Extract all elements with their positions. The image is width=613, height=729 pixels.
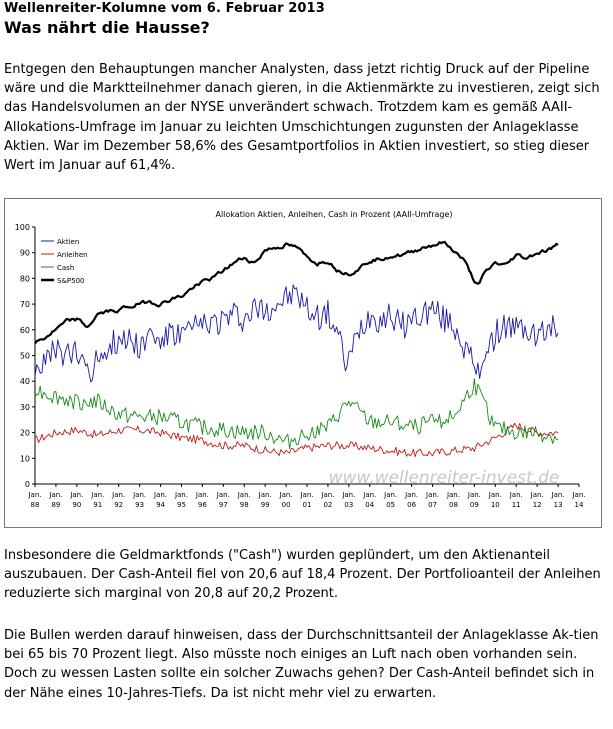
x-tick-label-year: 08 (449, 501, 458, 509)
x-tick-label-year: 89 (51, 501, 60, 509)
x-tick-label-month: Jan. (237, 491, 251, 499)
x-tick-label-month: Jan. (69, 491, 83, 499)
x-tick-label-year: 91 (93, 501, 102, 509)
x-tick-label-month: Jan. (153, 491, 167, 499)
x-tick-label-month: Jan. (174, 491, 188, 499)
x-tick-label-month: Jan. (530, 491, 544, 499)
series-line-anleihen (34, 422, 559, 458)
x-tick-label-month: Jan. (467, 491, 481, 499)
y-tick-label: 70 (20, 300, 30, 309)
x-tick-label-month: Jan. (446, 491, 460, 499)
x-tick-label-month: Jan. (48, 491, 62, 499)
x-tick-label-year: 11 (512, 501, 521, 509)
x-tick-label-year: 00 (282, 501, 291, 509)
x-tick-label-year: 05 (386, 501, 395, 509)
y-tick-label: 20 (20, 429, 30, 438)
x-tick-label-month: Jan. (320, 491, 334, 499)
legend-label: S&P500 (57, 277, 84, 285)
x-tick-label-month: Jan. (404, 491, 418, 499)
x-tick-label-year: 06 (407, 501, 416, 509)
x-tick-label-month: Jan. (279, 491, 293, 499)
allocation-chart: Allokation Aktien, Anleihen, Cash in Pro… (4, 198, 602, 528)
x-tick-label-year: 03 (344, 501, 353, 509)
x-tick-label-year: 94 (156, 501, 165, 509)
x-tick-label-year: 09 (470, 501, 479, 509)
y-tick-label: 90 (20, 249, 30, 258)
x-tick-label-month: Jan. (383, 491, 397, 499)
y-tick-label: 100 (15, 223, 30, 232)
y-tick-label: 50 (20, 352, 30, 361)
x-tick-label-year: 93 (135, 501, 144, 509)
x-tick-label-year: 12 (533, 501, 542, 509)
legend-label: Aktien (57, 238, 79, 246)
series-line-cash (34, 378, 559, 449)
column-header: Wellenreiter-Kolumne vom 6. Februar 2013 (4, 1, 325, 16)
x-tick-label-year: 99 (261, 501, 270, 509)
chart-title: Allokation Aktien, Anleihen, Cash in Pro… (215, 210, 452, 219)
x-tick-label-year: 95 (177, 501, 186, 509)
y-tick-label: 30 (20, 403, 30, 412)
x-tick-label-year: 98 (240, 501, 249, 509)
x-tick-label-month: Jan. (551, 491, 565, 499)
y-tick-label: 60 (20, 326, 30, 335)
x-tick-label-month: Jan. (132, 491, 146, 499)
x-tick-label-month: Jan. (425, 491, 439, 499)
y-tick-label: 10 (20, 454, 30, 463)
x-tick-label-month: Jan. (258, 491, 272, 499)
x-tick-label-month: Jan. (362, 491, 376, 499)
x-tick-label-month: Jan. (216, 491, 230, 499)
x-tick-label-year: 92 (114, 501, 123, 509)
series-line-sp500 (34, 240, 559, 345)
series-line-aktien (34, 284, 559, 383)
x-tick-label-year: 96 (198, 501, 207, 509)
x-tick-label-month: Jan. (90, 491, 104, 499)
x-tick-label-month: Jan. (111, 491, 125, 499)
x-tick-label-year: 01 (303, 501, 312, 509)
x-tick-label-year: 90 (72, 501, 81, 509)
x-tick-label-year: 13 (554, 501, 563, 509)
x-tick-label-month: Jan. (195, 491, 209, 499)
x-tick-label-month: Jan. (27, 491, 41, 499)
x-tick-label-year: 97 (219, 501, 228, 509)
x-tick-label-year: 88 (31, 501, 40, 509)
legend-label: Anleihen (57, 251, 88, 259)
chart-watermark: www.wellenreiter-invest.de (329, 468, 560, 488)
x-tick-label-year: 04 (365, 501, 374, 509)
x-tick-label-month: Jan. (341, 491, 355, 499)
y-tick-label: 40 (20, 377, 30, 386)
article-title: Was nährt die Hausse? (4, 18, 210, 37)
x-tick-label-year: 10 (491, 501, 500, 509)
x-tick-label-year: 07 (428, 501, 437, 509)
legend-label: Cash (57, 264, 74, 272)
x-tick-label-year: 02 (323, 501, 332, 509)
x-tick-label-month: Jan. (299, 491, 313, 499)
y-tick-label: 0 (25, 480, 30, 489)
paragraph-cash: Insbesondere die Geldmarktfonds ("Cash")… (4, 548, 601, 602)
x-tick-label-month: Jan. (571, 491, 585, 499)
x-tick-label-month: Jan. (488, 491, 502, 499)
y-tick-label: 80 (20, 274, 30, 283)
chart-svg: Allokation Aktien, Anleihen, Cash in Pro… (4, 198, 602, 528)
paragraph-bulls: Die Bullen werden darauf hinweisen, dass… (4, 628, 599, 701)
x-tick-label-month: Jan. (509, 491, 523, 499)
paragraph-intro: Entgegen den Behauptungen mancher Analys… (4, 62, 600, 174)
x-tick-label-year: 14 (575, 501, 584, 509)
